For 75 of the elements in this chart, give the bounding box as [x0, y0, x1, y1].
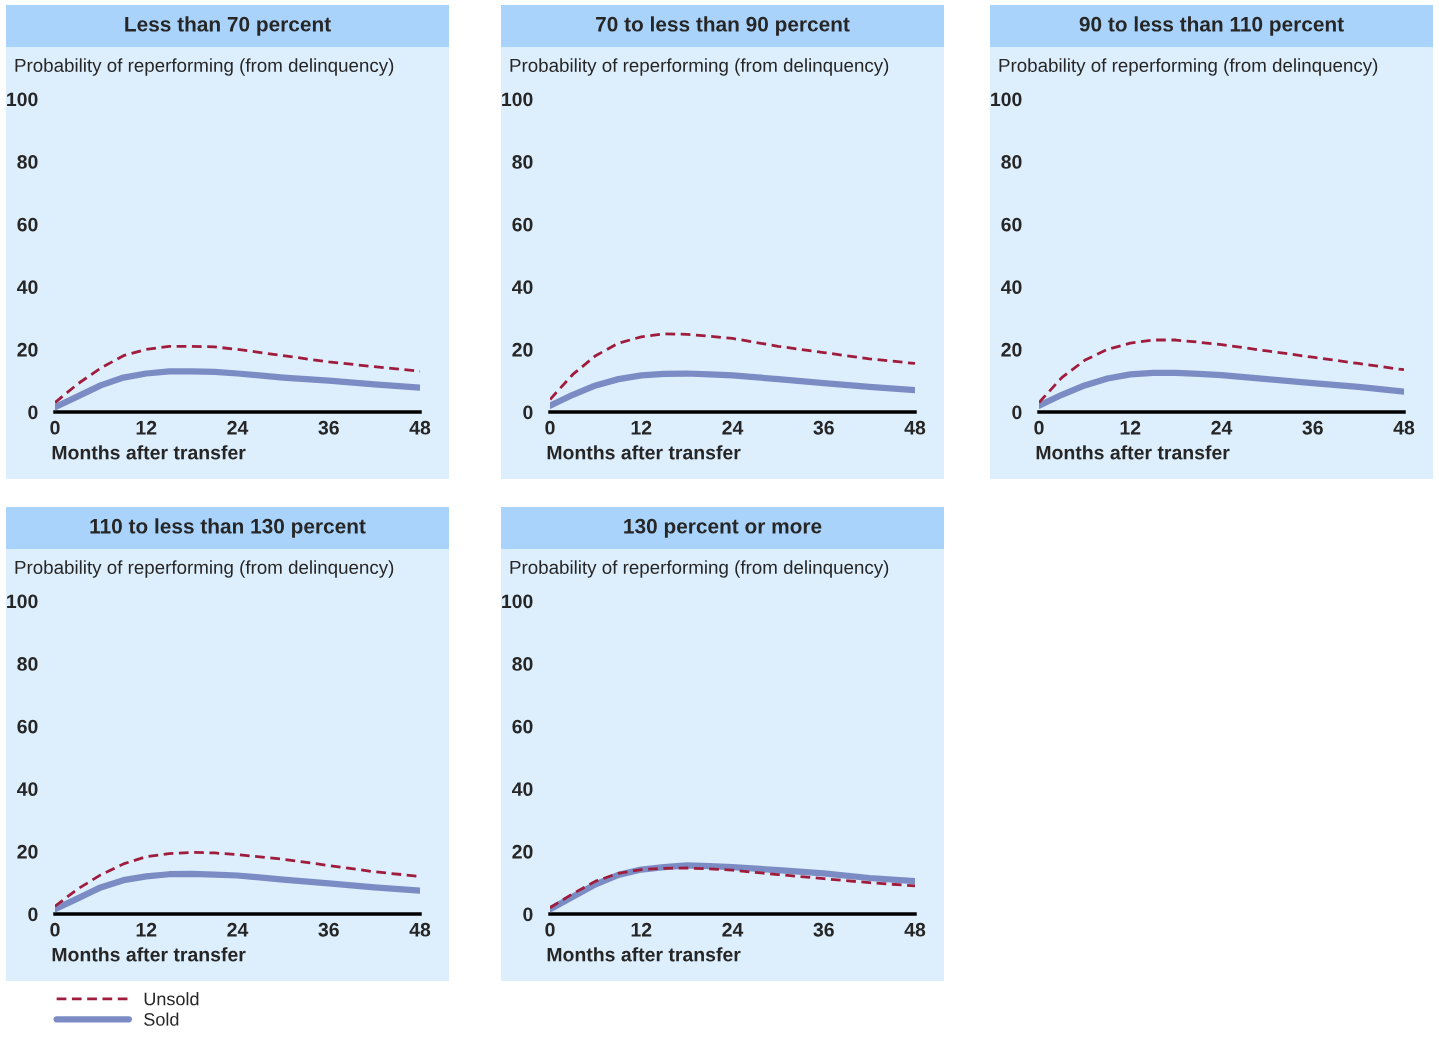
x-axis-title: Months after transfer: [52, 947, 246, 962]
y-tick-label: 60: [1001, 217, 1022, 232]
y-tick-label: 100: [502, 92, 533, 107]
x-tick-label: 48: [409, 922, 431, 937]
x-tick-label: 0: [50, 922, 60, 937]
x-tick-label: 48: [904, 420, 926, 435]
y-tick-label: 100: [502, 594, 533, 609]
y-tick-label: 80: [17, 657, 38, 671]
y-tick-label: 0: [1012, 405, 1022, 420]
line-series: [550, 332, 915, 401]
y-tick-label: 0: [523, 907, 533, 922]
chart-title: 90 to less than 110 percent: [1079, 16, 1344, 36]
x-tick-label: 12: [631, 922, 652, 937]
x-tick-label: 12: [631, 420, 652, 435]
x-tick-label: 0: [1034, 420, 1044, 435]
y-tick-label: 20: [17, 844, 38, 859]
line-series: [1039, 338, 1404, 404]
y-tick-label: 40: [512, 782, 533, 797]
chart-title: 130 percent or more: [624, 518, 822, 538]
x-tick-label: 24: [1211, 420, 1233, 435]
legend-label: Unsold: [144, 992, 199, 1006]
x-tick-label: 0: [545, 922, 555, 937]
x-tick-label: 0: [545, 420, 555, 435]
x-tick-label: 48: [409, 420, 431, 435]
x-tick-label: 24: [227, 420, 249, 435]
y-tick-label: 40: [17, 782, 38, 797]
x-tick-label: 36: [318, 922, 339, 937]
y-tick-label: 0: [28, 907, 38, 922]
y-axis-title: Probability of reperforming (from delinquency): [510, 560, 889, 578]
y-tick-label: 20: [17, 342, 38, 357]
y-tick-label: 80: [512, 657, 533, 671]
y-axis-title: Probability of reperforming (from delinquency): [510, 58, 889, 76]
y-tick-label: 80: [1001, 155, 1022, 169]
legend-label: Sold: [144, 1012, 179, 1026]
x-tick-label: 12: [136, 922, 157, 937]
x-tick-label: 0: [50, 420, 60, 435]
x-tick-label: 24: [227, 922, 249, 937]
y-tick-label: 40: [512, 280, 533, 295]
y-axis-title: Probability of reperforming (from delinquency): [999, 58, 1378, 76]
y-tick-label: 100: [7, 92, 38, 107]
y-tick-label: 60: [512, 217, 533, 232]
y-tick-label: 40: [1001, 280, 1022, 295]
y-axis-title: Probability of reperforming (from delinquency): [15, 58, 394, 76]
y-tick-label: 100: [991, 92, 1022, 107]
y-tick-label: 80: [17, 155, 38, 169]
x-tick-label: 24: [722, 420, 744, 435]
y-tick-label: 100: [7, 594, 38, 609]
x-tick-label: 48: [904, 922, 926, 937]
x-tick-label: 12: [1120, 420, 1141, 435]
x-tick-label: 36: [813, 420, 834, 435]
x-axis-title: Months after transfer: [547, 947, 741, 962]
y-tick-label: 20: [512, 342, 533, 357]
y-tick-label: 60: [17, 217, 38, 232]
x-tick-label: 36: [318, 420, 339, 435]
y-tick-label: 80: [512, 155, 533, 169]
x-axis-title: Months after transfer: [1036, 445, 1230, 460]
y-tick-label: 0: [523, 405, 533, 420]
x-axis-title: Months after transfer: [52, 445, 246, 460]
x-tick-label: 48: [1393, 420, 1415, 435]
y-axis-title: Probability of reperforming (from delinquency): [15, 560, 394, 578]
chart-title: 70 to less than 90 percent: [596, 16, 850, 36]
x-tick-label: 12: [136, 420, 157, 435]
x-tick-label: 36: [1302, 420, 1323, 435]
chart-title: Less than 70 percent: [125, 16, 331, 36]
y-tick-label: 20: [512, 844, 533, 859]
x-tick-label: 36: [813, 922, 834, 937]
y-tick-label: 40: [17, 280, 38, 295]
x-axis-title: Months after transfer: [547, 445, 741, 460]
y-tick-label: 60: [17, 719, 38, 734]
x-tick-label: 24: [722, 922, 744, 937]
y-tick-label: 60: [512, 719, 533, 734]
y-tick-label: 0: [28, 405, 38, 420]
y-tick-label: 20: [1001, 342, 1022, 357]
line-series: [55, 344, 420, 404]
chart-title: 110 to less than 130 percent: [90, 518, 366, 538]
